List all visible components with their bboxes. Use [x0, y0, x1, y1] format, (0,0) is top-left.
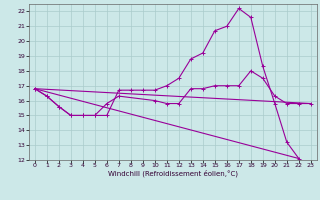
X-axis label: Windchill (Refroidissement éolien,°C): Windchill (Refroidissement éolien,°C)	[108, 170, 238, 177]
